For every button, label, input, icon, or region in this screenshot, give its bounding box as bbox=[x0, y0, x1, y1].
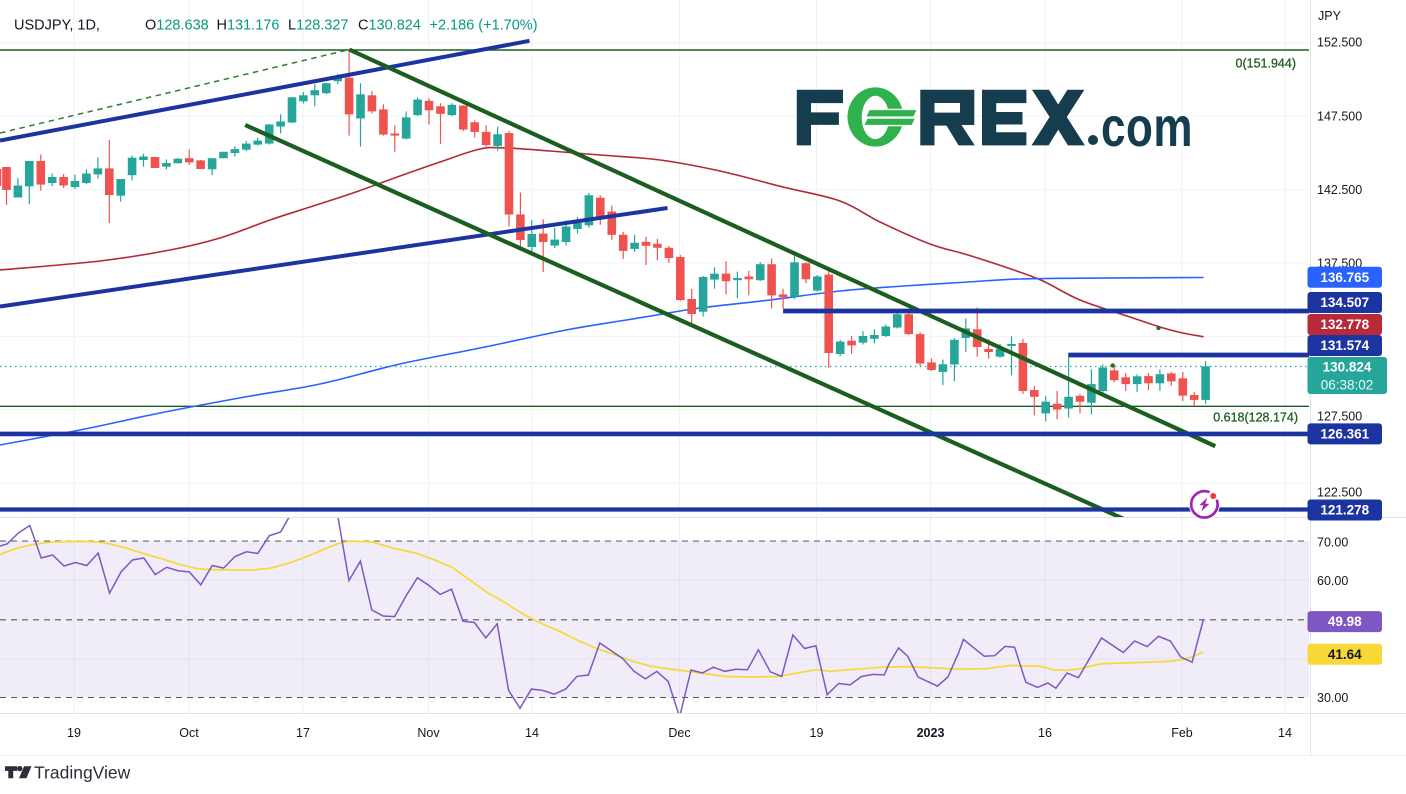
svg-text:0(151.944): 0(151.944) bbox=[1236, 57, 1296, 71]
svg-text:142.500: 142.500 bbox=[1317, 183, 1362, 197]
svg-text:130.824: 130.824 bbox=[1323, 360, 1372, 375]
svg-text:Nov: Nov bbox=[417, 726, 440, 740]
svg-text:134.507: 134.507 bbox=[1320, 295, 1369, 310]
svg-text:41.64: 41.64 bbox=[1328, 647, 1362, 662]
svg-text:0.618(128.174): 0.618(128.174) bbox=[1213, 411, 1298, 425]
svg-text:O128.638: O128.638 bbox=[145, 18, 209, 34]
svg-text:132.778: 132.778 bbox=[1320, 317, 1369, 332]
svg-text:19: 19 bbox=[67, 726, 81, 740]
svg-text:126.361: 126.361 bbox=[1320, 427, 1369, 442]
svg-text:131.574: 131.574 bbox=[1320, 338, 1369, 353]
svg-text:30.00: 30.00 bbox=[1317, 691, 1348, 705]
svg-text:19: 19 bbox=[810, 726, 824, 740]
svg-text:152.500: 152.500 bbox=[1317, 35, 1362, 49]
svg-text:121.278: 121.278 bbox=[1320, 503, 1369, 518]
svg-text:49.98: 49.98 bbox=[1328, 614, 1362, 629]
svg-text:17: 17 bbox=[296, 726, 310, 740]
svg-text:USDJPY, 1D,: USDJPY, 1D, bbox=[14, 18, 100, 34]
svg-text:147.500: 147.500 bbox=[1317, 110, 1362, 124]
svg-text:Oct: Oct bbox=[179, 726, 199, 740]
svg-text:Dec: Dec bbox=[668, 726, 690, 740]
svg-text:L128.327: L128.327 bbox=[288, 18, 349, 34]
svg-text:C130.824: C130.824 bbox=[358, 18, 421, 34]
svg-text:H131.176: H131.176 bbox=[217, 18, 280, 34]
svg-text:60.00: 60.00 bbox=[1317, 574, 1348, 588]
svg-text:TradingView: TradingView bbox=[34, 763, 131, 783]
svg-text:122.500: 122.500 bbox=[1317, 485, 1362, 499]
svg-text:16: 16 bbox=[1038, 726, 1052, 740]
svg-text:06:38:02: 06:38:02 bbox=[1321, 378, 1374, 393]
svg-text:Feb: Feb bbox=[1171, 726, 1193, 740]
svg-text:2023: 2023 bbox=[917, 726, 945, 740]
svg-text:70.00: 70.00 bbox=[1317, 536, 1348, 550]
svg-text:+2.186 (+1.70%): +2.186 (+1.70%) bbox=[430, 18, 538, 34]
svg-text:com: com bbox=[1101, 95, 1193, 158]
svg-text:136.765: 136.765 bbox=[1320, 270, 1369, 285]
svg-text:14: 14 bbox=[1278, 726, 1292, 740]
svg-text:JPY: JPY bbox=[1318, 9, 1342, 23]
svg-text:14: 14 bbox=[525, 726, 539, 740]
svg-text:127.500: 127.500 bbox=[1317, 409, 1362, 423]
